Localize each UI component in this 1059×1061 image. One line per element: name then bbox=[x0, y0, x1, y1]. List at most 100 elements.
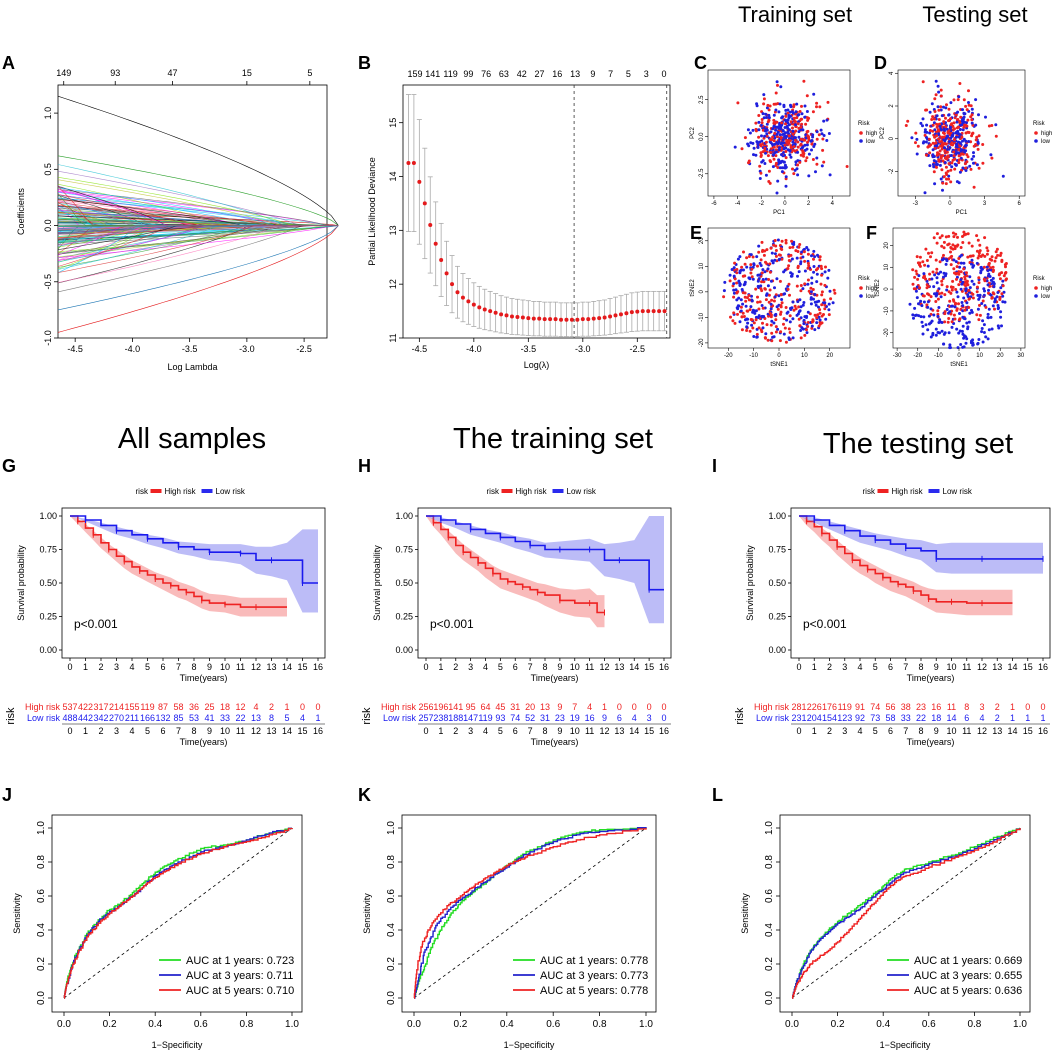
scatter-point-low bbox=[944, 161, 947, 164]
risk-table-tick-label: 8 bbox=[918, 726, 923, 736]
scatter-point-low bbox=[800, 251, 803, 254]
risk-table-tick-label: 9 bbox=[207, 726, 212, 736]
plot-frame bbox=[791, 508, 1050, 658]
x-tick-label: 0.8 bbox=[967, 1019, 981, 1030]
deviance-point bbox=[428, 223, 432, 227]
scatter-point-low bbox=[752, 335, 755, 338]
scatter-point-low bbox=[941, 114, 944, 117]
scatter-point-high bbox=[930, 295, 933, 298]
scatter-point-low bbox=[935, 328, 938, 331]
y-tick-label: 0.50 bbox=[768, 578, 786, 588]
top-tick-label: 93 bbox=[110, 68, 120, 78]
x-tick-label: 4 bbox=[857, 662, 862, 672]
scatter-point-low bbox=[764, 270, 767, 273]
scatter-point-low bbox=[937, 272, 940, 275]
scatter-point-low bbox=[955, 136, 958, 139]
scatter-point-low bbox=[729, 274, 732, 277]
legend-marker-high bbox=[1034, 286, 1038, 290]
scatter-point-high bbox=[756, 296, 759, 299]
risk-count-low: 19 bbox=[570, 713, 580, 723]
scatter-point-high bbox=[815, 102, 818, 105]
legend-label: AUC at 1 years: 0.669 bbox=[914, 955, 1022, 967]
scatter-point-low bbox=[779, 85, 782, 88]
y-tick-label: 13 bbox=[388, 225, 398, 235]
scatter-point-high bbox=[773, 146, 776, 149]
risk-count-high: 119 bbox=[140, 702, 154, 712]
scatter-point-high bbox=[956, 244, 959, 247]
y-tick-label: 0.0 bbox=[764, 991, 775, 1005]
risk-count-low: 188 bbox=[448, 713, 463, 723]
scatter-point-high bbox=[960, 246, 963, 249]
scatter-point-low bbox=[817, 300, 820, 303]
scatter-point-low bbox=[964, 335, 967, 338]
scatter-point-high bbox=[777, 308, 780, 311]
risk-count-high: 1 bbox=[602, 702, 607, 712]
scatter-point-low bbox=[939, 125, 942, 128]
deviance-point bbox=[499, 312, 503, 316]
scatter-point-high bbox=[957, 148, 960, 151]
deviance-point bbox=[657, 309, 661, 313]
scatter-point-high bbox=[790, 240, 793, 243]
scatter-point-low bbox=[960, 150, 963, 153]
scatter-point-low bbox=[983, 323, 986, 326]
scatter-point-low bbox=[812, 271, 815, 274]
scatter-point-low bbox=[778, 258, 781, 261]
scatter-point-high bbox=[788, 283, 791, 286]
scatter-point-low bbox=[744, 318, 747, 321]
title-training-set: Training set bbox=[738, 2, 852, 27]
scatter-point-low bbox=[739, 320, 742, 323]
x-axis-label: Log(λ) bbox=[524, 360, 550, 370]
scatter-point-high bbox=[802, 80, 805, 83]
top-tick-label: 119 bbox=[443, 69, 457, 79]
scatter-point-high bbox=[936, 242, 939, 245]
deviance-point bbox=[619, 312, 623, 316]
scatter-point-low bbox=[951, 135, 954, 138]
scatter-point-low bbox=[984, 335, 987, 338]
scatter-point-high bbox=[938, 118, 941, 121]
scatter-point-high bbox=[973, 186, 976, 189]
scatter-point-low bbox=[981, 319, 984, 322]
scatter-point-low bbox=[799, 309, 802, 312]
risk-table-x-label: Time(years) bbox=[907, 737, 955, 747]
scatter-point-high bbox=[787, 264, 790, 267]
scatter-point-high bbox=[764, 261, 767, 264]
scatter-point-high bbox=[780, 248, 783, 251]
scatter-point-high bbox=[772, 244, 775, 247]
deviance-point bbox=[445, 271, 449, 275]
y-tick-label: -1.0 bbox=[43, 330, 53, 346]
scatter-point-low bbox=[912, 317, 915, 320]
deviance-point bbox=[592, 317, 596, 321]
scatter-point-low bbox=[810, 302, 813, 305]
scatter-point-high bbox=[785, 242, 788, 245]
scatter-point-low bbox=[968, 165, 971, 168]
x-tick-label: 0 bbox=[423, 662, 428, 672]
risk-table-tick-label: 6 bbox=[888, 726, 893, 736]
scatter-point-low bbox=[983, 294, 986, 297]
scatter-point-low bbox=[999, 316, 1002, 319]
scatter-point-high bbox=[783, 317, 786, 320]
scatter-point-high bbox=[733, 262, 736, 265]
y-tick-label: 1.00 bbox=[39, 511, 57, 521]
scatter-point-high bbox=[797, 122, 800, 125]
x-tick-label: 2 bbox=[807, 201, 811, 207]
scatter-point-low bbox=[948, 146, 951, 149]
scatter-point-high bbox=[750, 268, 753, 271]
scatter-point-low bbox=[970, 263, 973, 266]
risk-count-low: 4 bbox=[300, 713, 305, 723]
scatter-point-high bbox=[981, 143, 984, 146]
scatter-point-high bbox=[760, 258, 763, 261]
scatter-point-low bbox=[968, 312, 971, 315]
scatter-point-high bbox=[954, 288, 957, 291]
scatter-point-high bbox=[958, 158, 961, 161]
scatter-point-low bbox=[804, 105, 807, 108]
top-tick-label: 76 bbox=[481, 69, 491, 79]
scatter-point-high bbox=[789, 246, 792, 249]
scatter-point-low bbox=[977, 308, 980, 311]
deviance-point bbox=[608, 314, 612, 318]
scatter-point-high bbox=[942, 120, 945, 123]
scatter-point-low bbox=[976, 163, 979, 166]
scatter-point-low bbox=[947, 114, 950, 117]
scatter-point-high bbox=[954, 318, 957, 321]
scatter-point-high bbox=[934, 110, 937, 113]
scatter-point-high bbox=[743, 315, 746, 318]
